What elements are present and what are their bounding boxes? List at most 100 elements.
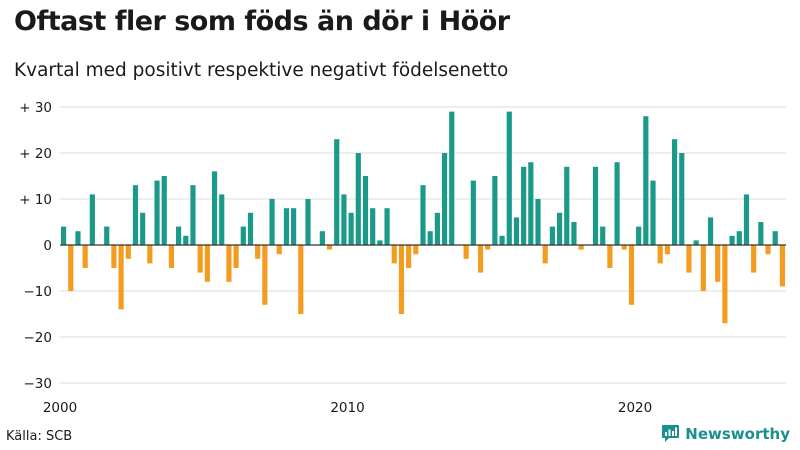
bar (61, 226, 67, 245)
y-tick-label: −20 (24, 330, 53, 346)
bar (413, 245, 419, 255)
bar (485, 245, 491, 250)
bar (219, 194, 225, 245)
y-tick-label: −30 (24, 376, 53, 392)
bar (168, 245, 175, 268)
brand-logo[interactable]: Newsworthy (661, 424, 790, 443)
bar (643, 116, 649, 245)
bar (334, 139, 340, 245)
axis-layer: + 30 + 20 + 10 0 −10 −20 −30 2000 2010 2020 (19, 100, 786, 416)
bar (118, 245, 124, 310)
bar (621, 245, 627, 250)
bar (693, 240, 699, 245)
bar (355, 153, 361, 245)
bar (269, 199, 275, 245)
bar (362, 176, 369, 245)
bar (226, 245, 232, 282)
bar (427, 231, 433, 245)
bar (535, 199, 541, 245)
bar (132, 185, 139, 245)
bar (183, 235, 189, 245)
bar (255, 245, 261, 259)
bar (556, 212, 563, 245)
newsworthy-logo-icon (662, 425, 680, 442)
bar (513, 217, 520, 245)
bar (571, 222, 577, 245)
bar (772, 231, 778, 245)
bar (276, 245, 282, 255)
bar (291, 208, 297, 245)
bar (377, 240, 383, 245)
bar (477, 245, 484, 273)
bar (341, 194, 347, 245)
grid-layer (60, 106, 786, 384)
bar (233, 245, 239, 268)
bar (607, 245, 613, 268)
bar (154, 180, 160, 245)
y-tick-label: + 20 (19, 146, 52, 162)
bar (420, 185, 426, 245)
bar (197, 245, 203, 273)
bar (592, 166, 599, 245)
bar (68, 245, 74, 291)
bar (549, 226, 555, 245)
bar (715, 245, 721, 282)
bar (406, 245, 412, 268)
bar (765, 245, 771, 255)
bar (686, 245, 692, 273)
bar (707, 217, 714, 245)
bar (190, 185, 196, 245)
bar (176, 226, 182, 245)
bar-layer (61, 111, 785, 324)
bar (348, 212, 354, 245)
bar (736, 231, 742, 245)
bar (82, 245, 88, 268)
bar (240, 226, 246, 245)
bar (650, 180, 656, 245)
bar (614, 162, 620, 245)
bar (262, 245, 268, 305)
x-tick-label: 2010 (330, 400, 364, 416)
bar (305, 199, 311, 245)
y-tick-label: 0 (43, 238, 52, 254)
bar (161, 176, 167, 245)
brand-name: Newsworthy (685, 424, 790, 443)
bar (492, 176, 498, 245)
bar (657, 245, 663, 264)
x-tick-label: 2000 (43, 400, 77, 416)
bar (664, 245, 670, 255)
bar (499, 235, 505, 245)
bar (636, 226, 642, 245)
bar (729, 235, 735, 245)
bar (434, 212, 440, 245)
bar (247, 212, 254, 245)
bar (470, 180, 476, 245)
bar (111, 245, 117, 268)
bar (506, 111, 512, 245)
bar (326, 245, 333, 250)
bar (600, 226, 606, 245)
bar (751, 245, 757, 273)
bar-chart: + 30 + 20 + 10 0 −10 −20 −30 2000 2010 2020 (19, 100, 786, 416)
bar (398, 245, 405, 314)
y-tick-label: −10 (24, 284, 53, 300)
bar (758, 222, 764, 245)
y-tick-label: + 10 (19, 192, 52, 208)
x-tick-label: 2020 (618, 400, 652, 416)
bar (283, 208, 290, 245)
bar (528, 162, 534, 245)
bar (125, 245, 131, 259)
bar (75, 231, 81, 245)
bar (743, 194, 750, 245)
bar (204, 245, 210, 282)
bar (147, 245, 153, 264)
bar (679, 153, 685, 245)
bar (779, 245, 785, 287)
bar (564, 166, 570, 245)
bar (104, 226, 110, 245)
y-tick-label: + 30 (19, 100, 52, 116)
chart-title: Oftast fler som föds än dör i Höör (14, 6, 510, 37)
bar (672, 139, 678, 245)
bar (521, 166, 527, 245)
bar (722, 245, 728, 324)
